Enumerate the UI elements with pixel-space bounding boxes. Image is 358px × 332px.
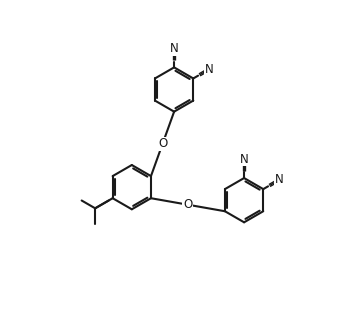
Text: O: O: [183, 198, 193, 211]
Text: N: N: [275, 173, 284, 186]
Text: N: N: [240, 153, 248, 166]
Text: N: N: [205, 62, 214, 75]
Text: N: N: [170, 42, 179, 55]
Text: O: O: [158, 137, 167, 150]
